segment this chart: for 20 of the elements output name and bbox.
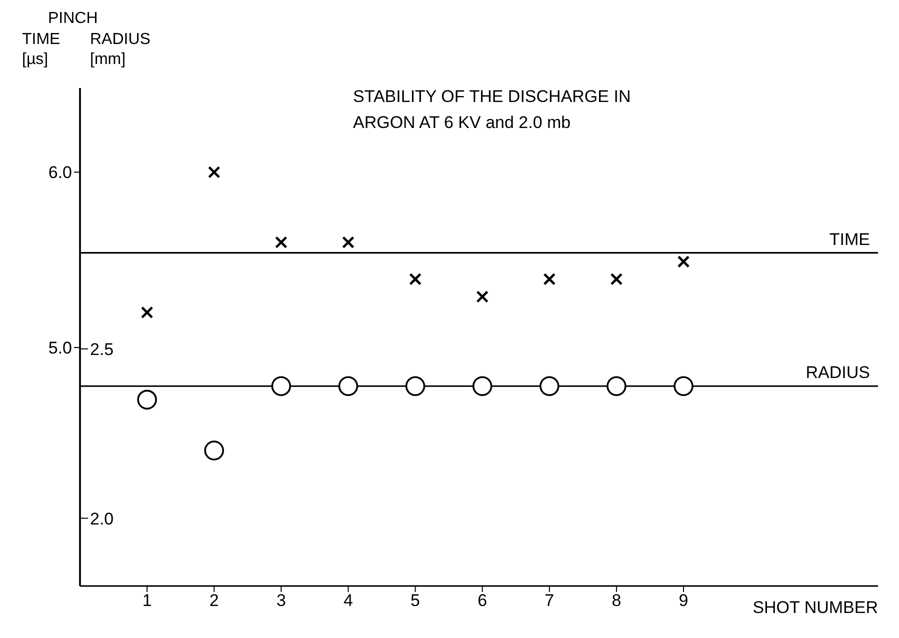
text: PINCH [48,10,98,28]
x-axis-title: SHOT NUMBER [752,598,878,617]
x-tick-label: 7 [544,591,554,610]
y-tick-label: 6.0 [48,163,72,182]
y-tick-label: 5.0 [48,338,72,358]
x-tick-label: 2 [209,591,219,610]
x-tick-label: 4 [344,591,353,610]
x-tick-label: 3 [276,591,286,610]
ref-line-label: RADIUS [806,363,870,382]
y2-axis-title: RADIUS [mm] [90,30,152,70]
y2-tick-label: 2.5 [90,340,114,359]
ref-line-label: TIME [829,230,870,249]
y-axis-title: TIME [µs] [22,30,62,70]
x-tick-label: 5 [410,591,420,610]
x-tick-label: 6 [478,591,488,610]
x-tick-label: 1 [142,591,152,610]
y2-tick-label: 2.0 [90,509,114,528]
x-tick-label: 9 [678,591,688,610]
text: STABILITY OF THE DISCHARGE IN ARGON AT 6 KV and 2.0 mb [353,86,632,134]
x-tick-label: 8 [612,591,622,610]
